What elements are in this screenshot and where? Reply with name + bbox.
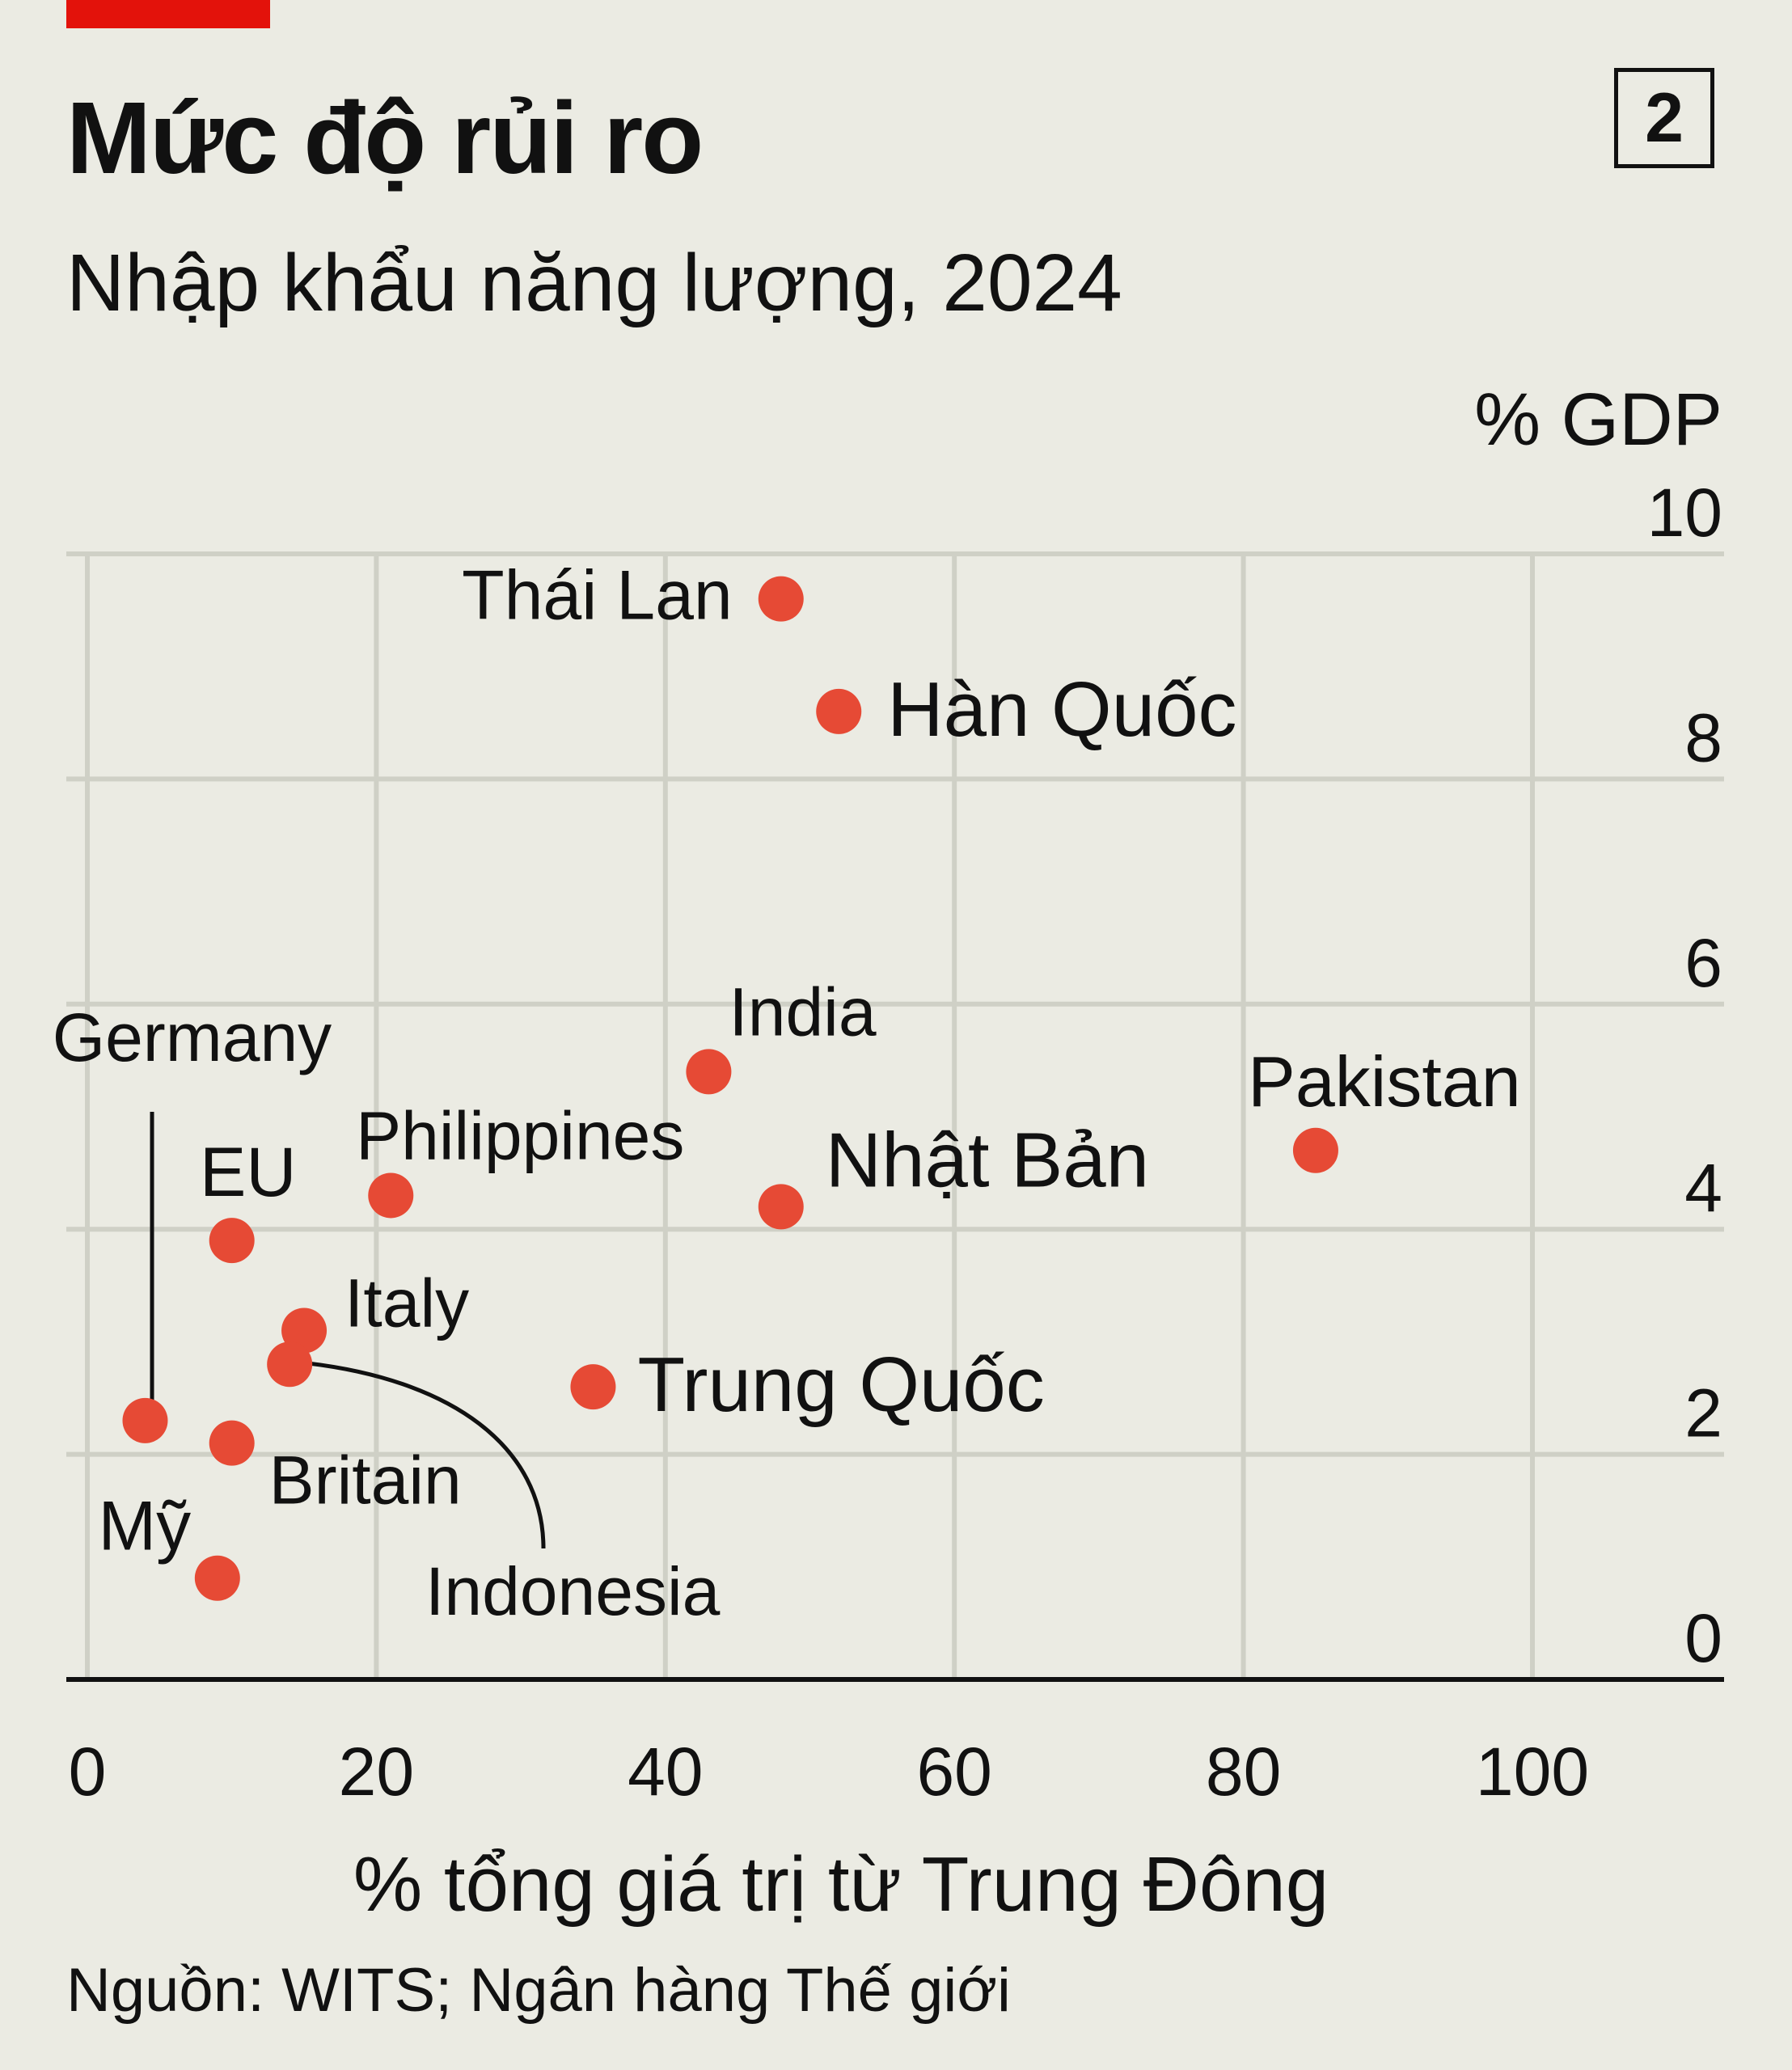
point-my (194, 1555, 240, 1601)
x-tick-label: 0 (69, 1734, 107, 1810)
point-india (686, 1049, 732, 1095)
point-britain (209, 1420, 255, 1466)
point-indonesia (267, 1341, 313, 1388)
point-germany (122, 1397, 168, 1443)
point-label-thai-lan: Thái Lan (462, 557, 733, 635)
point-label-pakistan: Pakistan (1248, 1041, 1521, 1122)
point-label-philippines: Philippines (356, 1097, 684, 1173)
point-label-trung-quoc: Trung Quốc (637, 1341, 1044, 1428)
x-tick-label: 100 (1476, 1734, 1589, 1810)
y-tick-label: 8 (1684, 699, 1722, 775)
indonesia-leader-line (300, 1360, 546, 1549)
point-pakistan (1292, 1127, 1338, 1173)
point-label-nhat-ban: Nhật Bản (826, 1117, 1149, 1203)
point-label-eu: EU (200, 1134, 296, 1211)
x-tick-label: 60 (916, 1734, 991, 1810)
point-label-italy: Italy (344, 1265, 469, 1341)
y-tick-label: 4 (1684, 1150, 1722, 1226)
point-nhat-ban (758, 1184, 804, 1230)
y-tick-label: 10 (1647, 475, 1722, 551)
chart-subtitle: Nhập khẩu năng lượng, 2024 (66, 238, 1122, 328)
scatter-chart: 0 2 4 6 8 10 % GDP 0 20 40 60 80 100 % tổng giá trị t… (53, 378, 1724, 1928)
y-tick-label: 0 (1684, 1600, 1722, 1676)
y-axis-label: % GDP (1474, 378, 1722, 461)
x-tick-label: 20 (339, 1734, 414, 1810)
point-label-britain: Britain (269, 1443, 462, 1519)
y-tick-label: 6 (1684, 925, 1722, 1001)
brand-tab (66, 0, 270, 28)
point-trung-quoc (570, 1364, 616, 1410)
point-italy (281, 1307, 328, 1354)
point-label-indonesia: Indonesia (425, 1553, 721, 1629)
point-philippines (368, 1172, 414, 1219)
point-label-my: Mỹ (99, 1488, 192, 1565)
y-tick-label: 2 (1684, 1375, 1722, 1451)
point-eu (209, 1218, 255, 1264)
source-note: Nguồn: WITS; Ngân hàng Thế giới (66, 1956, 1011, 2025)
point-thai-lan (758, 576, 804, 622)
point-label-germany: Germany (53, 999, 332, 1075)
x-tick-label: 40 (628, 1734, 703, 1810)
point-label-han-quoc: Hàn Quốc (887, 666, 1236, 753)
chart-number-badge: 2 (1614, 68, 1714, 168)
x-axis-label: % tổng giá trị từ Trung Đông (353, 1841, 1329, 1928)
chart-title: Mức độ rủi ro (66, 81, 704, 195)
point-han-quoc (816, 688, 862, 734)
x-tick-label: 80 (1206, 1734, 1281, 1810)
point-label-india: India (729, 974, 876, 1050)
